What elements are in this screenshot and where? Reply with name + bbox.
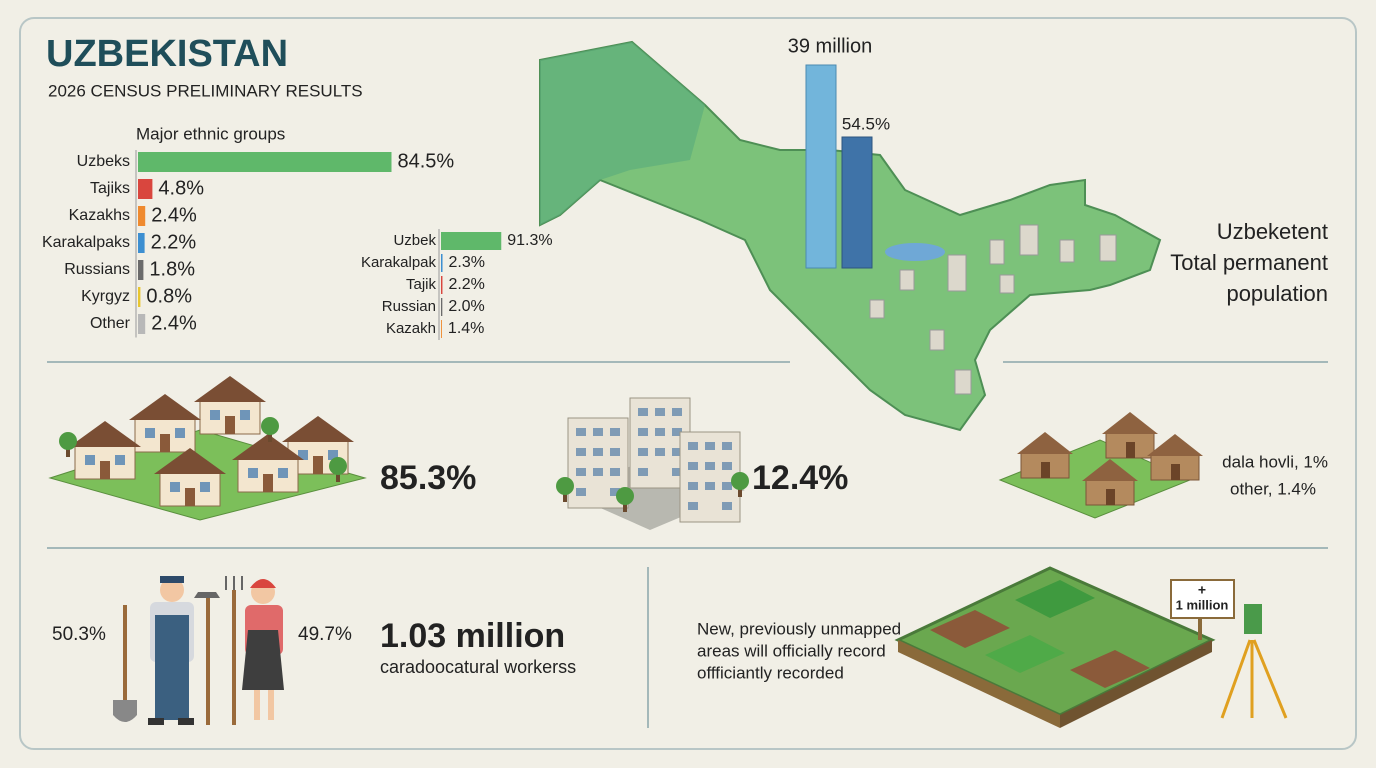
male-share: 50.3%	[52, 624, 106, 645]
houses-share: 85.3%	[380, 459, 476, 497]
land-text: New, previously unmapped	[697, 619, 901, 638]
other-housing: other, 1.4%	[1230, 479, 1316, 498]
category-label: Uzbek	[393, 232, 436, 249]
category-label: Karakalpaks	[42, 234, 130, 251]
value-label: 0.8%	[146, 285, 192, 307]
value-label: 1.8%	[149, 258, 195, 280]
bar	[138, 206, 146, 226]
workers-caption: caradoocatural workerss	[380, 657, 576, 677]
divider	[47, 361, 1328, 728]
category-label: Uzbeks	[77, 153, 130, 170]
bar	[138, 260, 144, 280]
category-label: Tajiks	[90, 180, 130, 197]
urban-label: 54.5%	[842, 114, 890, 133]
category-label: Kazakhs	[69, 207, 130, 224]
subtitle: 2026 CENSUS PRELIMINARY RESULTS	[48, 81, 363, 100]
bar	[138, 287, 141, 307]
bar	[441, 276, 443, 294]
workers-total: 1.03 million	[380, 617, 565, 655]
map	[539, 40, 1162, 432]
category-label: Kazakh	[386, 320, 436, 337]
category-label: Karakalpak	[361, 254, 437, 271]
sign-text: 1 million	[1176, 597, 1229, 612]
female-share: 49.7%	[298, 624, 352, 645]
rural-illustration	[998, 411, 1204, 519]
value-label: 91.3%	[507, 232, 552, 249]
population-label: 39 million	[788, 35, 872, 57]
value-label: 2.4%	[151, 204, 197, 226]
workers-illustration	[113, 576, 284, 725]
sign-text: +	[1198, 582, 1206, 598]
map-caption: population	[1226, 281, 1328, 306]
bar	[441, 232, 502, 250]
bar	[138, 152, 392, 172]
bar	[138, 314, 146, 334]
category-label: Russian	[382, 298, 436, 315]
value-label: 84.5%	[398, 150, 455, 172]
land-text: offficiantly recorded	[697, 663, 844, 682]
value-label: 2.2%	[151, 231, 197, 253]
value-label: 2.3%	[449, 254, 485, 271]
fields-illustration	[894, 566, 1216, 728]
category-label: Russians	[64, 261, 130, 278]
category-label: Tajik	[406, 276, 437, 293]
sign	[1170, 579, 1288, 719]
other-housing: dala hovli, 1%	[1222, 452, 1328, 471]
category-label: Other	[90, 315, 131, 332]
value-label: 2.4%	[151, 312, 197, 334]
bar	[441, 298, 443, 316]
land-text: areas will officially record	[697, 641, 886, 660]
map-caption: Uzbeketent	[1217, 219, 1328, 244]
bar	[441, 320, 442, 338]
bar	[441, 254, 443, 272]
value-label: 2.2%	[448, 276, 484, 293]
map-caption: Total permanent	[1170, 250, 1328, 275]
bar	[138, 179, 153, 199]
title: UZBEKISTAN	[46, 33, 288, 75]
value-label: 1.4%	[448, 320, 484, 337]
value-label: 4.8%	[158, 177, 204, 199]
category-label: Kyrgyz	[81, 288, 130, 305]
chart-title: Major ethnic groups	[136, 124, 285, 143]
value-label: 2.0%	[448, 298, 484, 315]
apartments-illustration	[556, 397, 749, 530]
bar	[138, 233, 145, 253]
apartments-share: 12.4%	[752, 459, 848, 497]
houses-illustration	[48, 375, 367, 521]
